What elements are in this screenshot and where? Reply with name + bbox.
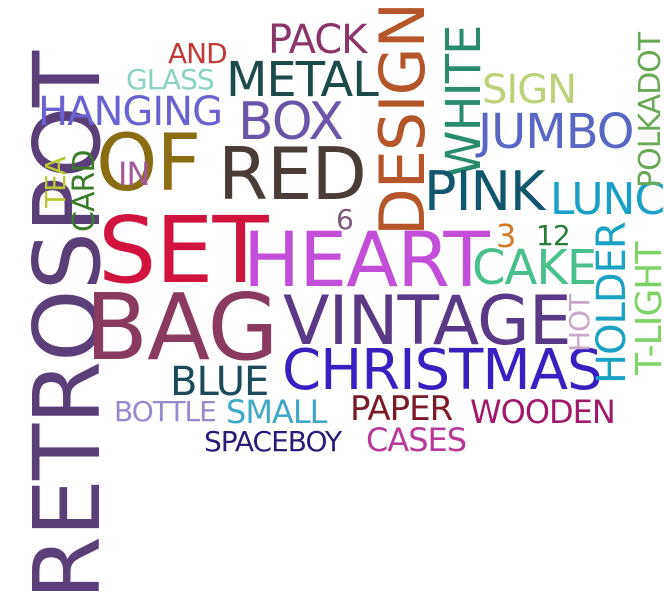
word-hanging: HANGING — [38, 89, 223, 135]
word-jumbo: JUMBO — [478, 104, 635, 160]
word-cake: CAKE — [472, 240, 597, 296]
word-of: OF — [96, 119, 201, 209]
word-pack: PACK — [268, 17, 367, 63]
word-12: 12 — [536, 219, 571, 252]
word-and: AND — [168, 37, 228, 70]
word-set: SET — [98, 197, 269, 304]
word-vintage: VINTAGE — [283, 282, 572, 361]
word-bottle: BOTTLE — [114, 395, 217, 428]
word-hot: HOT — [563, 294, 596, 352]
word-t-light: T-LIGHT — [629, 242, 664, 375]
word-christmas: CHRISTMAS — [282, 338, 603, 403]
word-in: IN — [118, 155, 150, 193]
word-pink: PINK — [424, 160, 545, 223]
word-cases: CASES — [366, 421, 467, 459]
word-3: 3 — [496, 217, 516, 255]
word-small: SMALL — [226, 393, 327, 431]
word-wooden: WOODEN — [470, 393, 616, 431]
word-lunch: LUNC — [550, 174, 664, 225]
word-bag: BAG — [85, 274, 279, 381]
word-card: CARD — [67, 150, 102, 232]
word-blue: BLUE — [170, 359, 269, 405]
word-red: RED — [218, 132, 367, 216]
word-heart: HEART — [243, 215, 490, 304]
word-tea: TEA — [39, 157, 72, 208]
word-polkadot: POLKADOT — [633, 32, 664, 188]
word-6: 6 — [336, 203, 354, 236]
word-glass: GLASS — [126, 63, 215, 96]
word-sign: SIGN — [482, 67, 577, 113]
word-holder: HOLDER — [589, 222, 635, 384]
word-metal: METAL — [226, 52, 379, 108]
word-box: BOX — [238, 92, 344, 152]
word-paper: PAPER — [350, 389, 453, 429]
word-spaceboy: SPACEBOY — [204, 425, 342, 458]
